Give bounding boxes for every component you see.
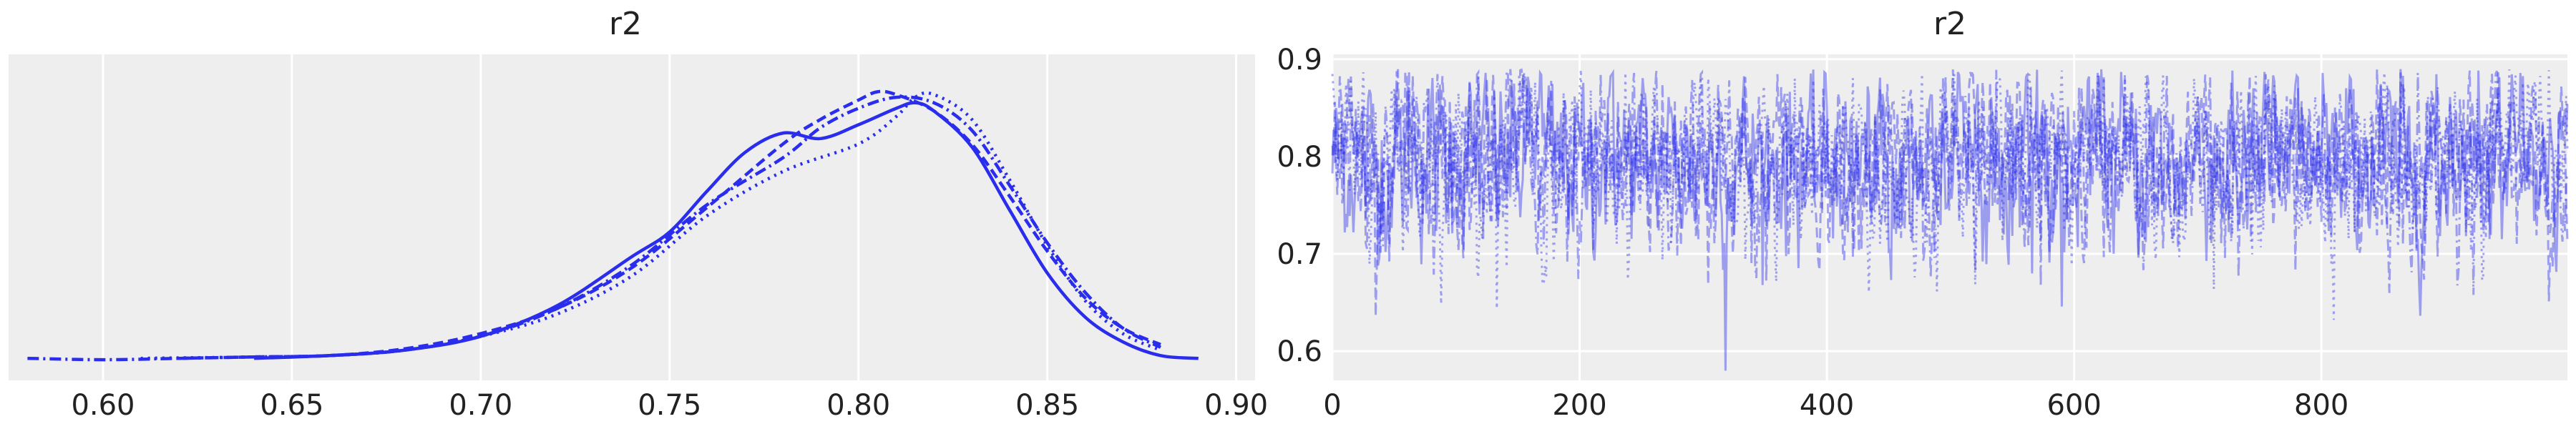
density-x-tick-label: 0.80 — [826, 389, 890, 422]
trace-y-tick-label: 0.6 — [1277, 335, 1322, 368]
trace-line-chain-1 — [1331, 68, 2569, 317]
trace-y-tick-label: 0.7 — [1277, 238, 1322, 271]
trace-x-tick-label: 0 — [1323, 389, 1341, 422]
trace-x-tick-label: 200 — [1552, 389, 1606, 422]
density-line-chain-3 — [27, 95, 1162, 362]
posterior-density-panel: 0.60 0.65 0.70 0.75 0.80 0.85 0.90 r2 — [9, 6, 1268, 422]
density-lines — [27, 89, 1199, 362]
trace-x-tick-label: 800 — [2294, 389, 2348, 422]
trace-panel: 0 200 400 600 800 0.6 0.7 0.8 0.9 r2 — [1277, 6, 2569, 422]
trace-y-tick-label: 0.9 — [1277, 44, 1322, 77]
density-grid — [102, 54, 1238, 380]
density-x-tick-label: 0.75 — [638, 389, 701, 422]
trace-line-chain-0 — [1331, 69, 2569, 371]
trace-x-tick-label: 600 — [2046, 389, 2101, 422]
trace-lines — [1331, 68, 2569, 371]
density-x-tick-label: 0.70 — [449, 389, 512, 422]
trace-y-tick-label: 0.8 — [1277, 141, 1322, 174]
trace-x-tick-label: 400 — [1800, 389, 1854, 422]
density-x-tick-label: 0.85 — [1015, 389, 1079, 422]
trace-plot-area — [1332, 54, 2567, 380]
density-x-tick-label: 0.65 — [260, 389, 323, 422]
density-title: r2 — [609, 6, 642, 42]
trace-line-chain-3 — [1331, 69, 2569, 295]
trace-x-ticks: 0 200 400 600 800 — [1323, 389, 2348, 422]
trace-y-ticks: 0.6 0.7 0.8 0.9 — [1277, 44, 1322, 368]
trace-grid — [1331, 54, 2567, 380]
density-line-chain-1 — [178, 89, 1161, 360]
density-x-ticks: 0.60 0.65 0.70 0.75 0.80 0.85 0.90 — [71, 389, 1268, 422]
density-plot-area — [9, 54, 1255, 380]
trace-title: r2 — [1933, 6, 1966, 42]
density-x-tick-label: 0.90 — [1204, 389, 1268, 422]
density-x-tick-label: 0.60 — [71, 389, 135, 422]
